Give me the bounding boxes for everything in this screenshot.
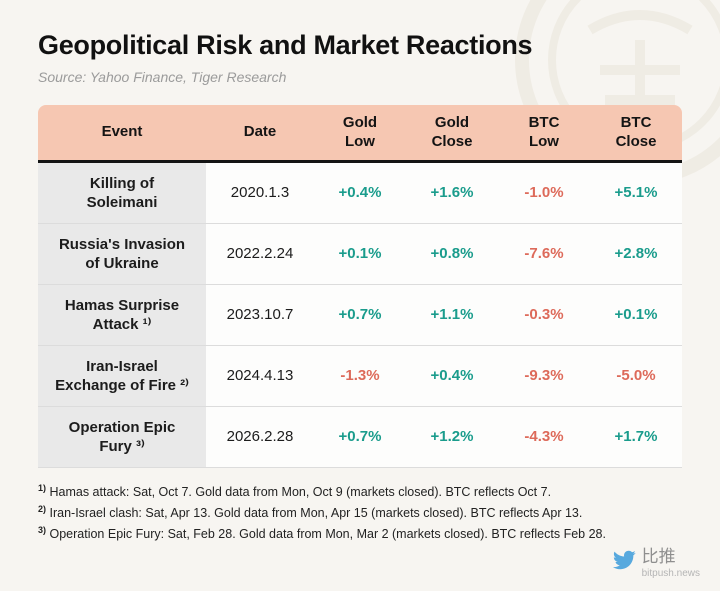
value-cell: +0.4% <box>430 367 474 385</box>
value-cell: -7.6% <box>524 245 564 263</box>
table-row: Russia's Invasion of Ukraine 2022.2.24 +0.… <box>38 224 682 285</box>
column-header: Gold Close <box>431 113 473 150</box>
event-cell: Operation Epic Fury ³⁾ <box>38 407 206 467</box>
event-cell: Iran-Israel Exchange of Fire ²⁾ <box>38 346 206 406</box>
content-area: Geopolitical Risk and Market Reactions S… <box>38 30 682 544</box>
column-header: BTC Close <box>615 113 657 150</box>
date-cell: 2020.1.3 <box>230 184 290 202</box>
table-header-row: Event Date Gold Low Gold Close BTC Low BTC Cl… <box>38 105 682 163</box>
brand-name: 比推 <box>641 547 676 567</box>
table-row: Operation Epic Fury ³⁾ 2026.2.28 +0.7% +1.2… <box>38 407 682 468</box>
value-cell: -5.0% <box>616 367 656 385</box>
footnote: 2) Iran-Israel clash: Sat, Apr 13. Gold … <box>38 504 583 521</box>
column-header: Event <box>101 123 143 141</box>
value-cell: +0.4% <box>338 184 382 202</box>
date-cell: 2026.2.28 <box>226 428 294 446</box>
value-cell: +0.1% <box>614 306 658 324</box>
market-reactions-table: Event Date Gold Low Gold Close BTC Low BTC Cl… <box>38 105 682 468</box>
value-cell: +0.1% <box>338 245 382 263</box>
table-row: Iran-Israel Exchange of Fire ²⁾ 2024.4.13… <box>38 346 682 407</box>
footnote: 1) Hamas attack: Sat, Oct 7. Gold data f… <box>38 483 552 500</box>
table-body: Killing of Soleimani 2020.1.3 +0.4% +1.6% -1… <box>38 163 682 468</box>
brand-domain: bitpush.news <box>641 568 700 579</box>
value-cell: +1.6% <box>430 184 474 202</box>
publisher-branding: 比推 bitpush.news <box>612 548 700 579</box>
event-cell: Russia's Invasion of Ukraine <box>38 224 206 284</box>
value-cell: -1.0% <box>524 184 564 202</box>
value-cell: +0.8% <box>430 245 474 263</box>
page-title: Geopolitical Risk and Market Reactions <box>38 30 533 60</box>
column-header: Date <box>243 123 277 141</box>
footnote: 3) Operation Epic Fury: Sat, Feb 28. Gol… <box>38 525 606 542</box>
table-row: Hamas Surprise Attack ¹⁾ 2023.10.7 +0.7% +1… <box>38 285 682 346</box>
value-cell: +1.1% <box>430 306 474 324</box>
source-caption: Source: Yahoo Finance, Tiger Research <box>38 69 287 85</box>
bird-logo-icon <box>612 551 636 570</box>
footnote-marker: 2) <box>38 504 47 515</box>
value-cell: -1.3% <box>340 367 380 385</box>
footnote-marker: 1) <box>38 483 47 493</box>
event-cell: Hamas Surprise Attack ¹⁾ <box>38 285 206 345</box>
value-cell: -9.3% <box>524 367 564 385</box>
brand-text: 比推 bitpush.news <box>642 548 700 579</box>
value-cell: +1.7% <box>614 428 658 446</box>
value-cell: +1.2% <box>430 428 474 446</box>
date-cell: 2023.10.7 <box>226 306 294 324</box>
event-cell: Killing of Soleimani <box>38 163 206 223</box>
value-cell: -0.3% <box>524 306 564 324</box>
date-cell: 2022.2.24 <box>226 245 294 263</box>
value-cell: +0.7% <box>338 428 382 446</box>
value-cell: +2.8% <box>614 245 658 263</box>
value-cell: -4.3% <box>524 428 564 446</box>
footnotes: 1) Hamas attack: Sat, Oct 7. Gold data f… <box>38 481 682 544</box>
value-cell: +0.7% <box>338 306 382 324</box>
table-row: Killing of Soleimani 2020.1.3 +0.4% +1.6% -1… <box>38 163 682 224</box>
column-header: BTC Low <box>528 113 560 150</box>
column-header: Gold Low <box>342 113 378 150</box>
date-cell: 2024.4.13 <box>226 367 294 385</box>
footnote-marker: 3) <box>38 525 47 536</box>
value-cell: +5.1% <box>614 184 658 202</box>
